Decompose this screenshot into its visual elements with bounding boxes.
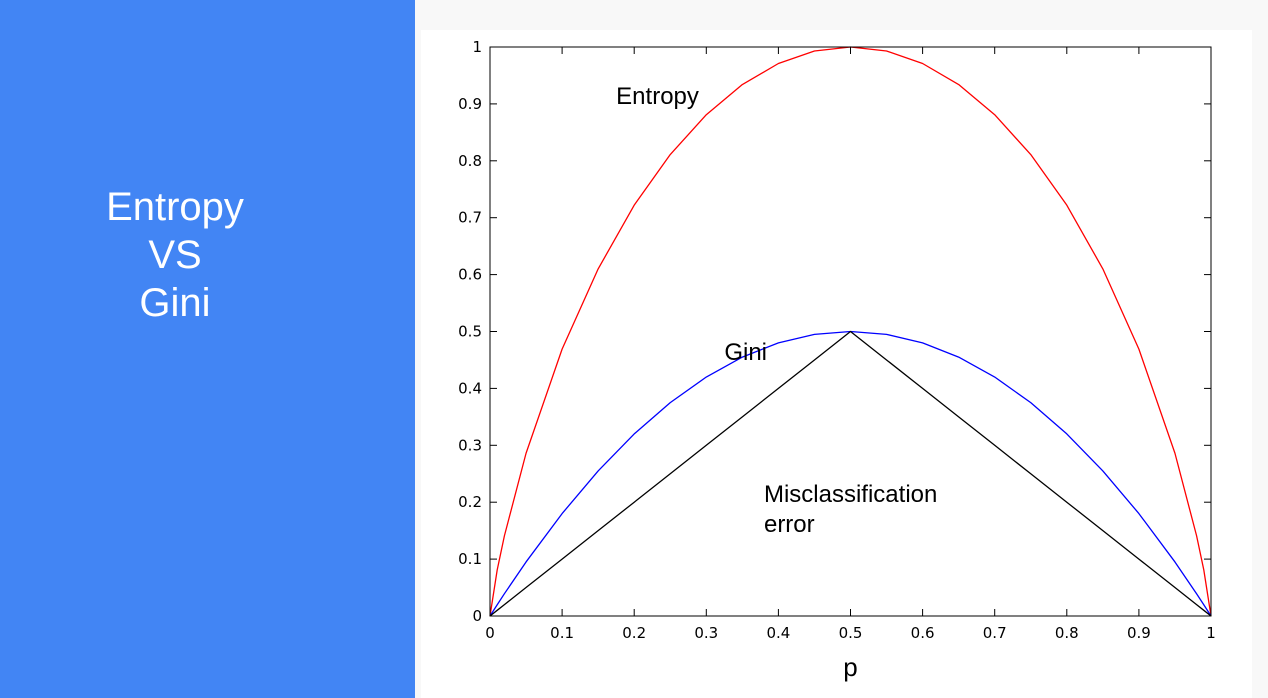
impurity-chart: 0 0.1 0.2 0.3 0.4 0.5 0.6 0.7 0.8 0.9 1 0 0.1 0.2 0.3 0…	[458, 38, 1216, 682]
x-tick-label: 0.2	[622, 624, 646, 642]
x-tick-label: 0.4	[766, 624, 790, 642]
annotation-text: error	[764, 511, 815, 538]
x-tick-label: 0.8	[1055, 624, 1079, 642]
y-tick-label: 1	[472, 38, 482, 56]
annotation-text: Gini	[724, 339, 767, 366]
x-tick-label: 1	[1206, 624, 1216, 642]
series-line-gini	[489, 330, 1212, 617]
y-tick-label: 0.7	[458, 209, 482, 227]
annotation-text: Misclassification	[764, 481, 937, 508]
y-tick-label: 0.4	[458, 379, 482, 397]
x-tick-label: 0.1	[550, 624, 574, 642]
x-tick-label: 0.3	[694, 624, 718, 642]
y-tick-label: 0.9	[458, 95, 482, 113]
y-tick-label: 0.6	[458, 266, 482, 284]
x-tick-label: 0.6	[911, 624, 935, 642]
y-tick-label: 0.5	[458, 323, 482, 341]
y-tick-label: 0	[472, 607, 482, 625]
ticks-layer: 0 0.1 0.2 0.3 0.4 0.5 0.6 0.7 0.8 0.9 1 0 0.1 0.2 0.3 0…	[458, 38, 1216, 642]
slide-title-line-2: VS	[148, 233, 202, 277]
slide-title-line-1: Entropy	[106, 185, 244, 229]
y-tick-label: 0.8	[458, 152, 482, 170]
series-line-misclassification-error	[489, 330, 1212, 617]
x-tick-label: 0.9	[1127, 624, 1151, 642]
y-tick-label: 0.3	[458, 436, 482, 454]
annotation-text: Entropy	[616, 83, 699, 110]
y-tick-label: 0.1	[458, 550, 482, 568]
x-tick-label: 0.5	[839, 624, 863, 642]
x-axis-label: p	[843, 652, 857, 682]
slide-title-line-3: Gini	[139, 281, 211, 325]
x-tick-label: 0.7	[983, 624, 1007, 642]
annotation-layer: Entropy Gini Misclassification error	[616, 83, 937, 538]
y-tick-label: 0.2	[458, 493, 482, 511]
series-layer	[489, 46, 1212, 617]
slide-title: Entropy VS Gini	[0, 183, 350, 327]
side-panel: Entropy VS Gini	[0, 0, 415, 698]
chart-figure: 0 0.1 0.2 0.3 0.4 0.5 0.6 0.7 0.8 0.9 1 0 0.1 0.2 0.3 0…	[421, 30, 1252, 698]
x-tick-label: 0	[485, 624, 495, 642]
